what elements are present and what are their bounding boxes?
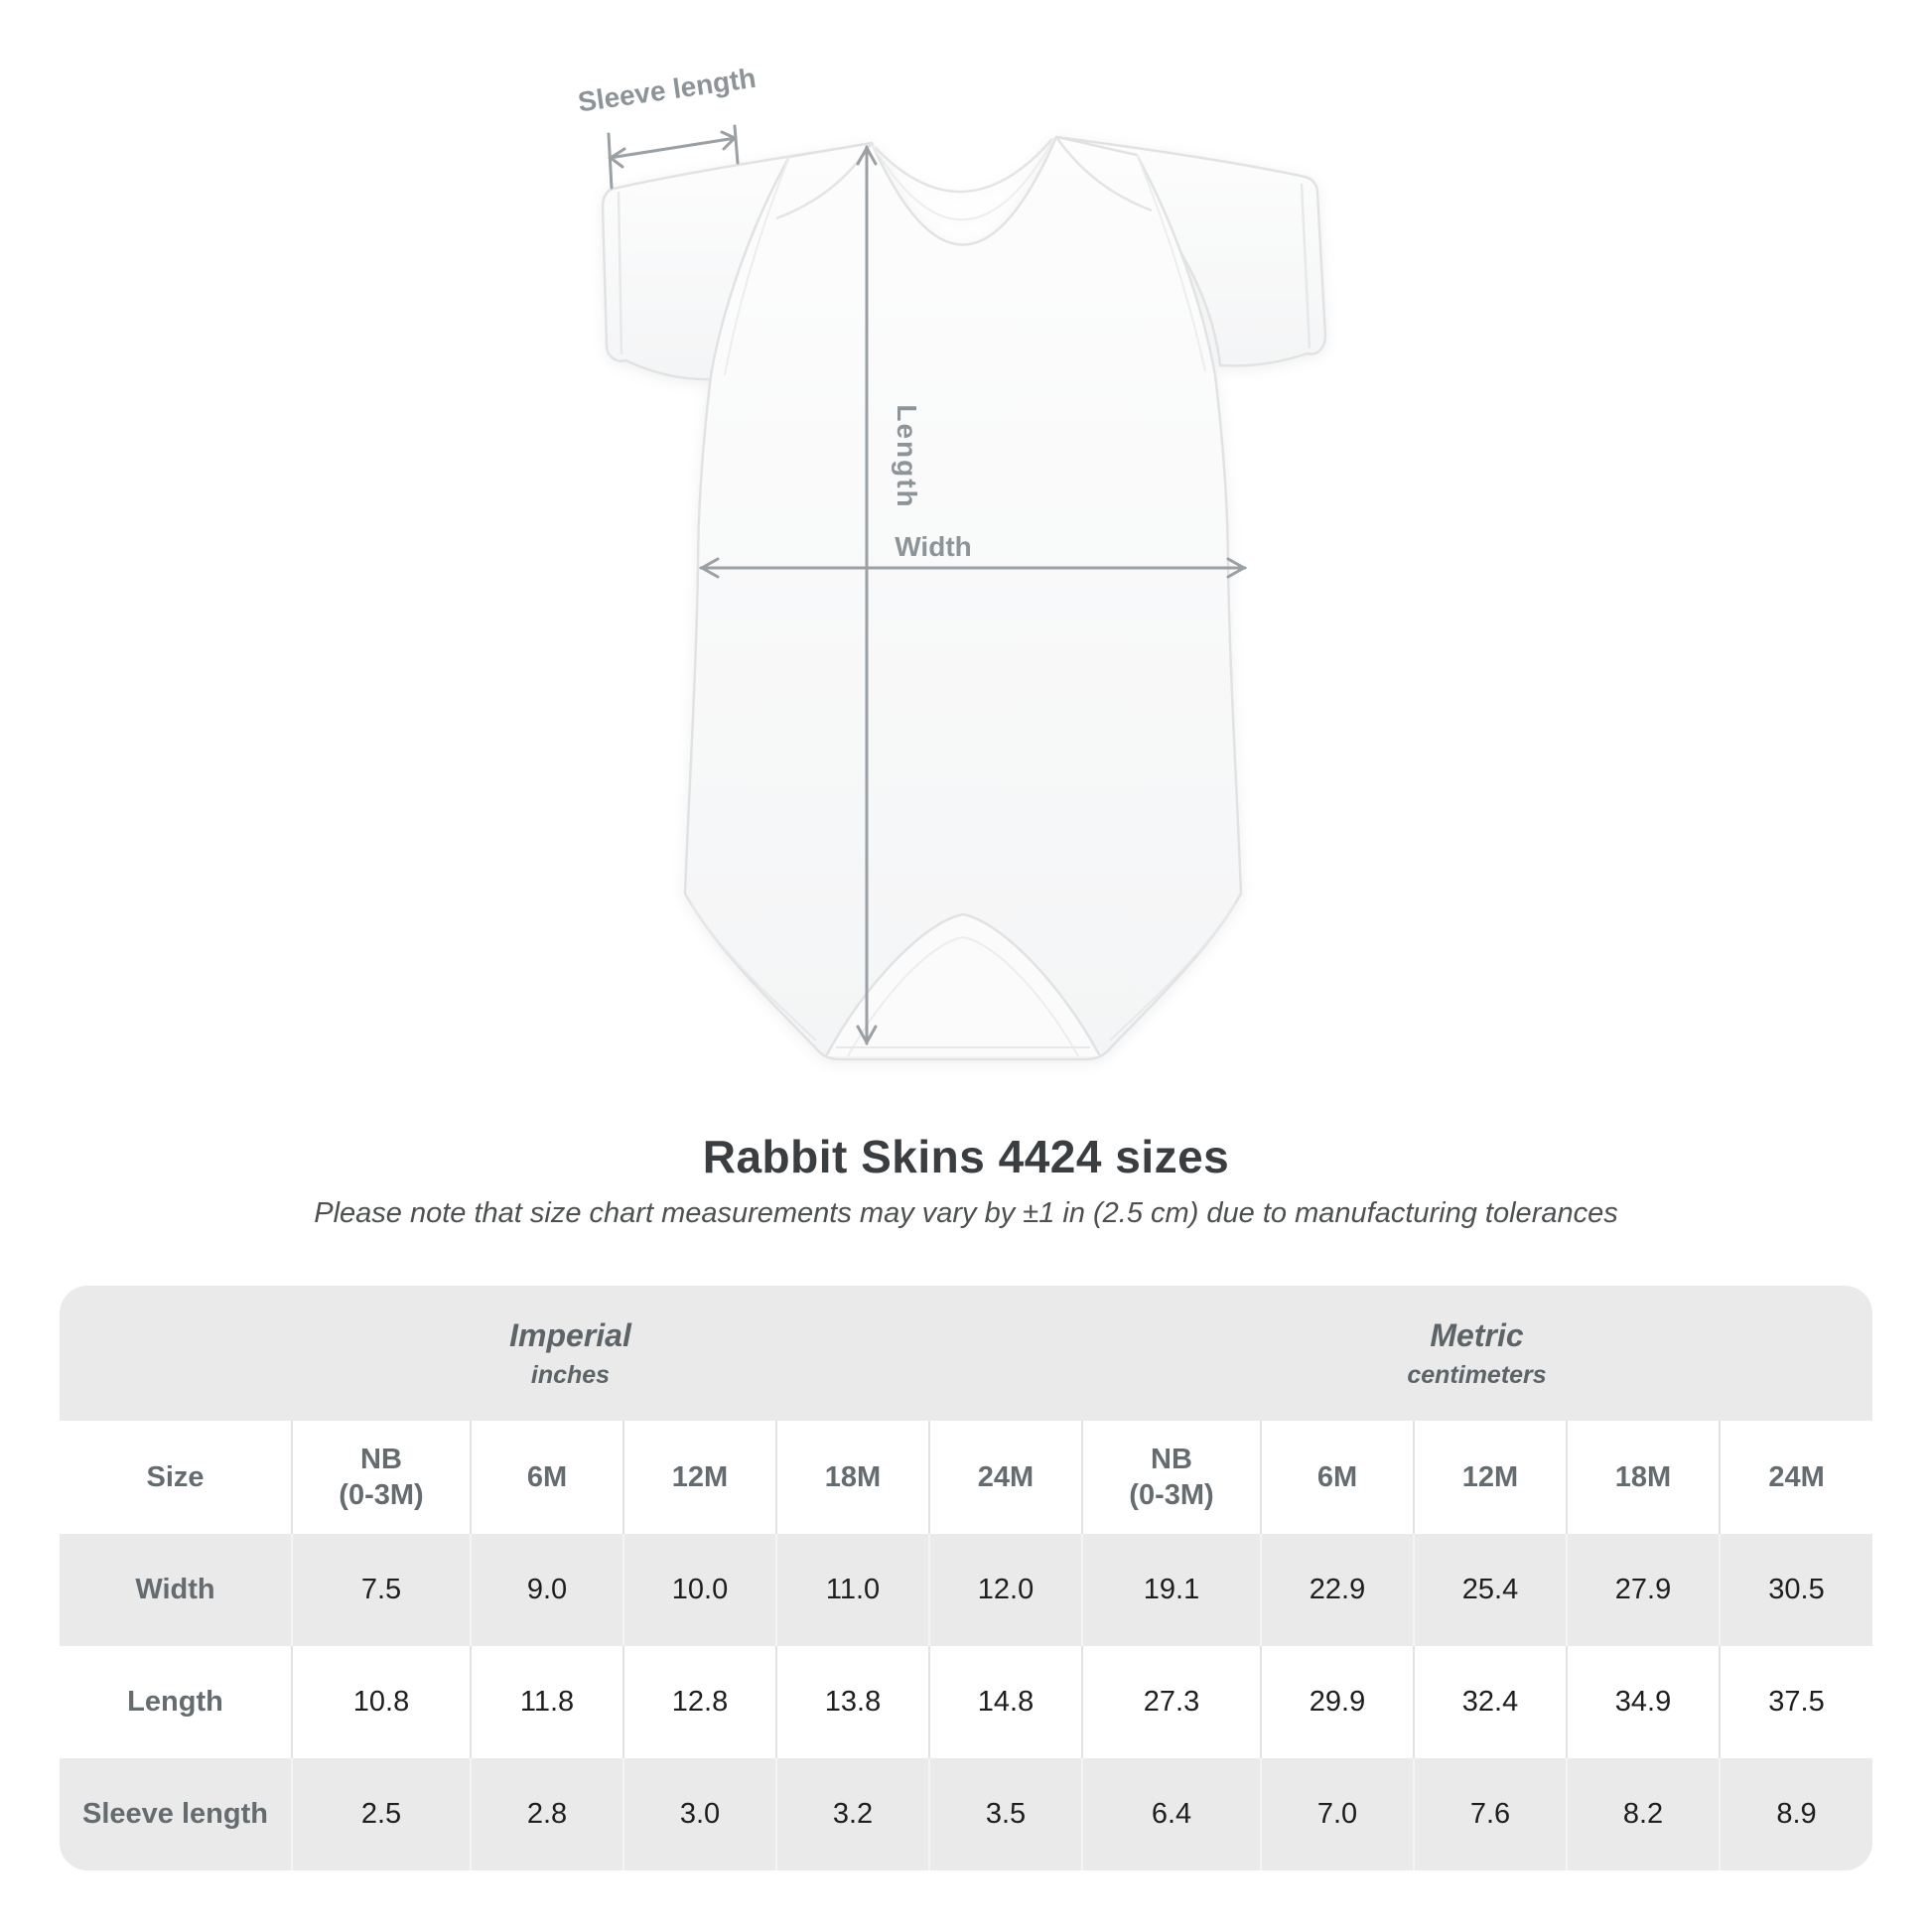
- col-imperial-6m: 6M: [470, 1421, 622, 1534]
- size-column-header: Size: [60, 1421, 291, 1534]
- sleeve-metric-18m: 8.2: [1566, 1758, 1719, 1870]
- length-imperial-24m: 14.8: [928, 1646, 1081, 1758]
- table-row-width: Width 7.5 9.0 10.0 11.0 12.0 19.1 22.9 2…: [60, 1534, 1873, 1646]
- unit-group-header-row: Imperial inches Metric centimeters: [60, 1286, 1873, 1421]
- col-imperial-18m: 18M: [775, 1421, 928, 1534]
- length-metric-12m: 32.4: [1413, 1646, 1566, 1758]
- col-imperial-12m: 12M: [622, 1421, 775, 1534]
- length-label: Length: [892, 404, 922, 508]
- table-row-length: Length 10.8 11.8 12.8 13.8 14.8 27.3 29.…: [60, 1646, 1873, 1758]
- length-imperial-6m: 11.8: [470, 1646, 622, 1758]
- metric-unit: centimeters: [1407, 1360, 1547, 1389]
- col-metric-12m: 12M: [1413, 1421, 1566, 1534]
- row-label-sleeve-length: Sleeve length: [60, 1758, 291, 1870]
- width-arrow-right: [1226, 557, 1248, 579]
- width-arrow-left: [698, 557, 720, 579]
- width-imperial-24m: 12.0: [928, 1534, 1081, 1646]
- col-metric-24m: 24M: [1719, 1421, 1873, 1534]
- width-label: Width: [895, 531, 972, 562]
- tolerance-note: Please note that size chart measurements…: [314, 1197, 1618, 1229]
- width-imperial-18m: 11.0: [775, 1534, 928, 1646]
- col-imperial-nb: NB (0-3M): [291, 1421, 470, 1534]
- sleeve-arrow-right: [720, 130, 738, 151]
- imperial-group-header: Imperial inches: [60, 1286, 1081, 1421]
- sleeve-metric-nb: 6.4: [1081, 1758, 1260, 1870]
- measurement-arrows: [607, 124, 1248, 1046]
- sleeve-metric-24m: 8.9: [1719, 1758, 1873, 1870]
- width-imperial-12m: 10.0: [622, 1534, 775, 1646]
- size-header-row: Size NB (0-3M) 6M 12M 18M 24M NB (0-3M) …: [60, 1421, 1873, 1534]
- row-label-length: Length: [60, 1646, 291, 1758]
- length-arrow-bottom: [856, 1025, 878, 1046]
- onesie-garment-icon: [601, 135, 1327, 1061]
- sleeve-tick-right: [733, 124, 740, 165]
- width-metric-6m: 22.9: [1260, 1534, 1413, 1646]
- width-metric-12m: 25.4: [1413, 1534, 1566, 1646]
- sleeve-imperial-18m: 3.2: [775, 1758, 928, 1870]
- col-imperial-24m: 24M: [928, 1421, 1081, 1534]
- sleeve-tick-left: [607, 132, 614, 190]
- sleeve-imperial-6m: 2.8: [470, 1758, 622, 1870]
- length-imperial-12m: 12.8: [622, 1646, 775, 1758]
- sleeve-imperial-nb: 2.5: [291, 1758, 470, 1870]
- size-table: Imperial inches Metric centimeters Size …: [60, 1286, 1873, 1870]
- width-metric-18m: 27.9: [1566, 1534, 1719, 1646]
- col-metric-6m: 6M: [1260, 1421, 1413, 1534]
- length-arrow-top: [856, 144, 878, 166]
- table-row-sleeve-length: Sleeve length 2.5 2.8 3.0 3.2 3.5 6.4 7.…: [60, 1758, 1873, 1870]
- width-imperial-6m: 9.0: [470, 1534, 622, 1646]
- width-metric-24m: 30.5: [1719, 1534, 1873, 1646]
- imperial-unit: inches: [530, 1360, 611, 1389]
- sleeve-arrow-left: [608, 147, 626, 169]
- length-metric-24m: 37.5: [1719, 1646, 1873, 1758]
- sleeve-metric-6m: 7.0: [1260, 1758, 1413, 1870]
- sleeve-length-label: Sleeve length: [576, 63, 758, 118]
- col-metric-nb: NB (0-3M): [1081, 1421, 1260, 1534]
- onesie-diagram: Sleeve length Length Width: [576, 63, 1327, 1061]
- length-imperial-nb: 10.8: [291, 1646, 470, 1758]
- sleeve-arrow-line: [608, 136, 738, 160]
- sleeve-metric-12m: 7.6: [1413, 1758, 1566, 1870]
- length-metric-nb: 27.3: [1081, 1646, 1260, 1758]
- page-title: Rabbit Skins 4424 sizes: [702, 1131, 1230, 1182]
- metric-group-header: Metric centimeters: [1081, 1286, 1873, 1421]
- length-metric-18m: 34.9: [1566, 1646, 1719, 1758]
- metric-title: Metric: [1430, 1316, 1524, 1353]
- length-imperial-18m: 13.8: [775, 1646, 928, 1758]
- width-metric-nb: 19.1: [1081, 1534, 1260, 1646]
- sleeve-imperial-12m: 3.0: [622, 1758, 775, 1870]
- sleeve-imperial-24m: 3.5: [928, 1758, 1081, 1870]
- row-label-width: Width: [60, 1534, 291, 1646]
- length-metric-6m: 29.9: [1260, 1646, 1413, 1758]
- width-imperial-nb: 7.5: [291, 1534, 470, 1646]
- imperial-title: Imperial: [509, 1316, 631, 1353]
- col-metric-18m: 18M: [1566, 1421, 1719, 1534]
